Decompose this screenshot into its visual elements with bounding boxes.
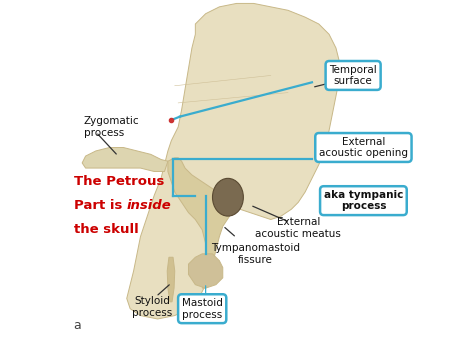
Text: Temporal
surface: Temporal surface: [329, 65, 377, 86]
Text: External
acoustic meatus: External acoustic meatus: [255, 217, 341, 239]
Text: Mastoid
process: Mastoid process: [182, 298, 223, 319]
Text: a: a: [74, 319, 81, 332]
Text: Part is: Part is: [74, 199, 127, 212]
Text: aka tympanic
process: aka tympanic process: [324, 190, 403, 211]
Polygon shape: [82, 147, 168, 172]
Polygon shape: [127, 3, 340, 319]
Polygon shape: [167, 257, 175, 302]
Polygon shape: [168, 158, 229, 288]
Text: External
acoustic opening: External acoustic opening: [319, 137, 408, 158]
Text: inside: inside: [127, 199, 172, 212]
Text: The Petrous: The Petrous: [74, 175, 164, 188]
Text: the skull: the skull: [74, 223, 138, 236]
Polygon shape: [188, 254, 223, 288]
Text: Tympanomastoid
fissure: Tympanomastoid fissure: [211, 243, 300, 264]
Text: Zygomatic
process: Zygomatic process: [84, 116, 140, 138]
Text: Styloid
process: Styloid process: [132, 296, 173, 318]
Ellipse shape: [212, 178, 244, 216]
